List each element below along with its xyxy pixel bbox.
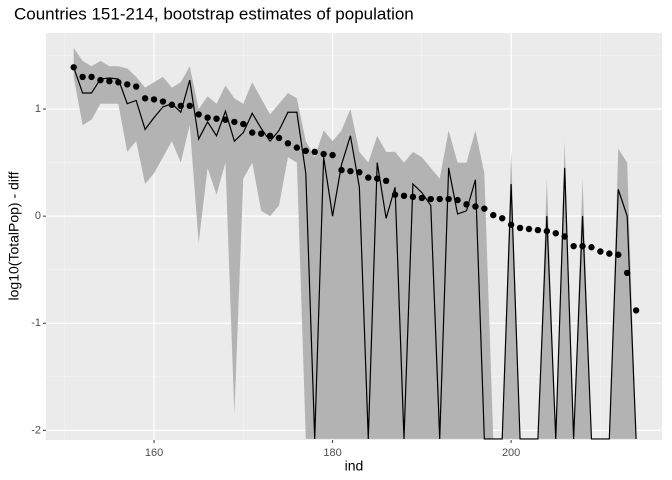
point xyxy=(588,244,595,251)
point xyxy=(382,177,390,185)
point xyxy=(490,211,497,219)
y-tick-label: -2 xyxy=(31,424,41,436)
point xyxy=(606,250,613,257)
x-tick-label: 180 xyxy=(323,447,341,459)
estimate-line xyxy=(73,67,637,440)
point xyxy=(141,95,149,102)
point xyxy=(124,81,131,88)
point xyxy=(516,224,524,232)
point xyxy=(347,167,354,175)
point xyxy=(409,193,417,201)
x-tick-label: 200 xyxy=(502,447,520,459)
point xyxy=(445,195,452,203)
point xyxy=(213,115,220,122)
point xyxy=(570,242,577,250)
point xyxy=(365,174,372,181)
point xyxy=(257,130,265,137)
point xyxy=(427,195,434,203)
point xyxy=(79,73,86,81)
x-axis-title: ind xyxy=(345,458,364,474)
point xyxy=(302,147,309,155)
point xyxy=(623,269,631,277)
point xyxy=(275,134,283,142)
y-axis-title: log10(TotalPop) - diff xyxy=(6,171,22,300)
point xyxy=(356,169,363,176)
point xyxy=(186,102,193,110)
point xyxy=(400,192,408,199)
point xyxy=(525,225,533,233)
point xyxy=(534,226,542,234)
point xyxy=(498,215,506,222)
point xyxy=(632,307,640,314)
point xyxy=(579,242,586,250)
point xyxy=(231,118,238,126)
point xyxy=(266,132,274,140)
point xyxy=(177,102,185,110)
point xyxy=(436,195,443,203)
y-tick-label: 0 xyxy=(35,210,41,222)
point xyxy=(454,196,461,204)
point xyxy=(374,175,381,182)
point xyxy=(507,221,515,228)
point xyxy=(615,251,622,258)
point xyxy=(150,96,158,103)
point xyxy=(418,194,426,202)
point xyxy=(329,151,336,159)
point xyxy=(106,77,113,85)
point xyxy=(97,76,104,84)
point xyxy=(168,101,176,108)
point xyxy=(561,233,568,240)
point xyxy=(88,73,95,81)
point xyxy=(159,98,167,105)
point xyxy=(240,120,247,128)
point xyxy=(543,227,551,235)
point xyxy=(115,79,122,86)
point xyxy=(320,150,327,158)
plot-layers xyxy=(46,33,662,440)
point xyxy=(70,64,77,71)
point xyxy=(249,129,256,136)
point xyxy=(293,144,301,151)
point xyxy=(552,230,559,237)
y-tick-label: 1 xyxy=(35,103,41,115)
ribbon xyxy=(73,47,637,439)
point xyxy=(597,248,604,255)
x-tick-label: 160 xyxy=(145,447,163,459)
y-tick-label: -1 xyxy=(31,317,41,329)
point xyxy=(311,148,318,156)
point xyxy=(284,140,292,147)
point xyxy=(204,114,211,121)
point xyxy=(132,83,140,90)
point xyxy=(222,116,229,123)
point xyxy=(472,203,479,210)
point xyxy=(338,166,345,174)
point xyxy=(481,205,488,212)
point xyxy=(391,191,399,198)
point xyxy=(463,201,470,208)
point xyxy=(195,111,202,118)
chart-title: Countries 151-214, bootstrap estimates o… xyxy=(14,4,414,23)
